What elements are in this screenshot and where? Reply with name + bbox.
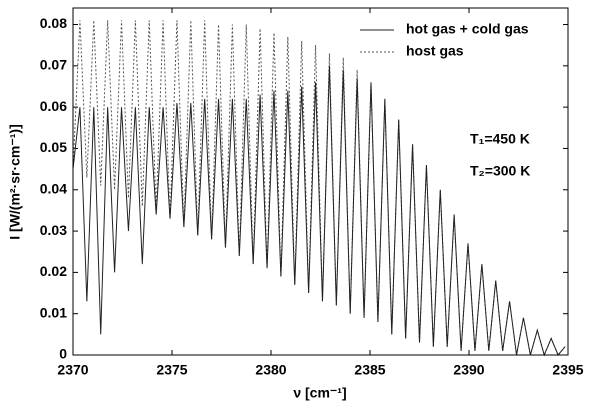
x-tick-label: 2380 bbox=[255, 362, 286, 378]
plot-frame bbox=[72, 7, 569, 356]
y-tick-label: 0.04 bbox=[40, 180, 67, 196]
y-tick-label: 0.07 bbox=[40, 57, 67, 73]
x-tick-label: 2395 bbox=[552, 362, 583, 378]
x-tick-label: 2390 bbox=[453, 362, 484, 378]
legend-label: host gas bbox=[406, 43, 464, 59]
x-tick-label: 2375 bbox=[156, 362, 187, 378]
y-tick-label: 0 bbox=[59, 346, 67, 362]
annotation: T₁=450 K bbox=[470, 131, 530, 147]
x-tick-label: 2385 bbox=[354, 362, 385, 378]
y-tick-label: 0.08 bbox=[40, 15, 67, 31]
x-axis-label: ν [cm⁻¹] bbox=[293, 385, 346, 401]
legend-label: hot gas + cold gas bbox=[406, 21, 529, 37]
x-tick-label: 2370 bbox=[57, 362, 88, 378]
y-tick-label: 0.03 bbox=[40, 222, 67, 238]
y-tick-label: 0.01 bbox=[40, 304, 67, 320]
y-tick-label: 0.05 bbox=[40, 139, 67, 155]
y-tick-label: 0.06 bbox=[40, 98, 67, 114]
y-tick-label: 0.02 bbox=[40, 263, 67, 279]
y-axis-label: I [W/(m²·sr·cm⁻¹)] bbox=[7, 124, 23, 240]
data-line bbox=[72, 65, 566, 357]
annotation: T₂=300 K bbox=[470, 163, 530, 179]
